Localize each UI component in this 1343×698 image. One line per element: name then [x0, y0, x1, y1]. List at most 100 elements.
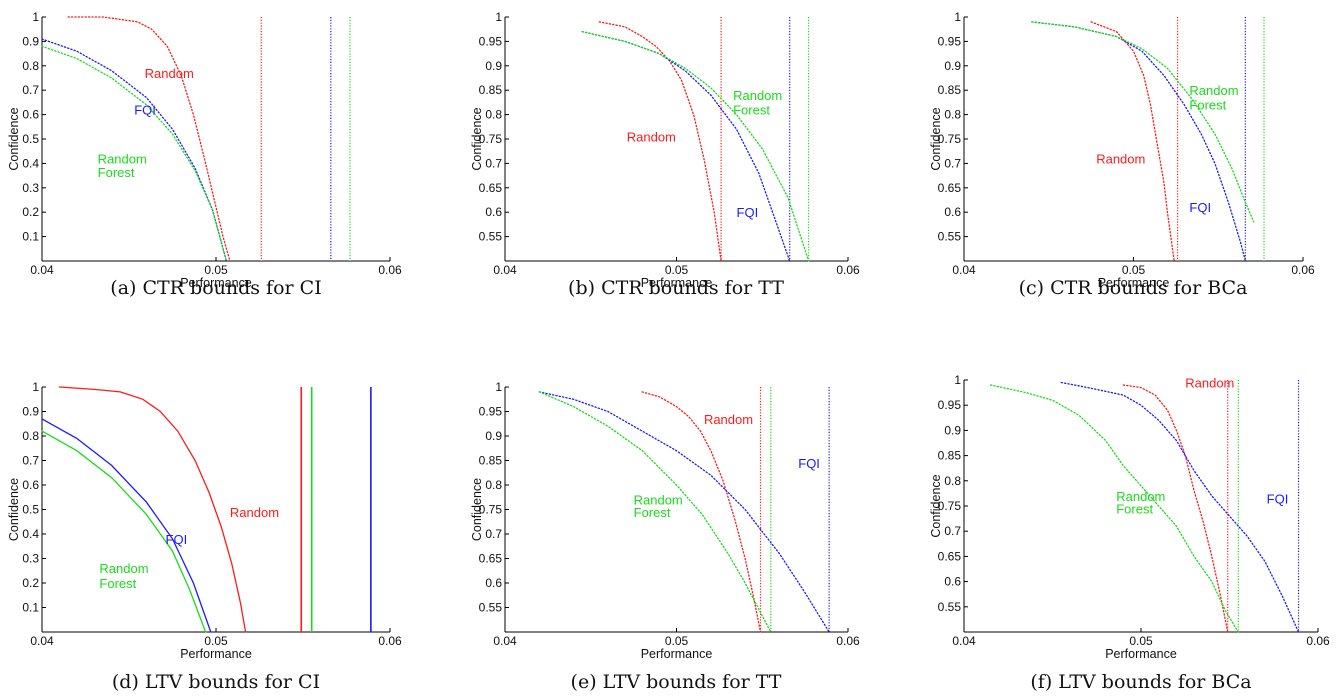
series-random-forest: [989, 384, 1239, 633]
y-tick-label: 1: [954, 373, 961, 387]
panel-caption: (d) LTV bounds for CI: [112, 671, 320, 693]
plot-area: 0.04 0.05 0.06 0.55 0.6 0.65 0.7 0.75 0.8 0.85 0.9…: [929, 10, 1315, 290]
y-tick-label: 0.5: [22, 503, 39, 517]
annotation-random: Random: [627, 129, 676, 144]
y-axis-label: Confidence: [929, 107, 943, 170]
y-axis-label: Confidence: [7, 478, 21, 541]
annotation-random-forest: Forest: [1116, 502, 1153, 517]
y-tick-label: 0.3: [22, 552, 39, 566]
y-tick-label: 0.75: [938, 499, 962, 513]
y-tick-label: 0.8: [485, 478, 502, 492]
panel-caption: (c) CTR bounds for BCa: [1019, 277, 1248, 299]
x-axis-label: Performance: [1105, 647, 1177, 661]
y-tick-label: 0.55: [938, 230, 962, 244]
y-tick-label: 0.65: [479, 552, 503, 566]
x-tick-label: 0.04: [493, 263, 517, 277]
series-random: [67, 16, 231, 262]
panel-caption: (b) CTR bounds for TT: [568, 277, 784, 299]
y-tick-label: 1: [32, 10, 39, 24]
x-tick-label: 0.06: [1306, 634, 1330, 648]
plot-area: 0.04 0.05 0.06 0.55 0.6 0.65 0.7 0.75 0.8 0.85 0.9…: [470, 380, 860, 661]
panel-ltv-ci: 0.04 0.05 0.06 0.1 0.2 0.3 0.4 0.5 0.6 0.7 0.8 0.9 1…: [7, 380, 402, 693]
x-tick-label: 0.04: [952, 263, 976, 277]
x-tick-label: 0.06: [1291, 263, 1315, 277]
y-tick-label: 0.5: [22, 132, 39, 146]
y-tick-label: 1: [495, 380, 502, 394]
series-random: [598, 21, 722, 262]
x-tick-label: 0.06: [836, 263, 860, 277]
y-tick-label: 0.7: [944, 156, 961, 170]
y-tick-label: 0.85: [938, 449, 962, 463]
series-fqi: [1031, 21, 1247, 262]
annotation-fqi: FQI: [798, 456, 820, 471]
annotation-random-forest: Forest: [1189, 98, 1226, 113]
annotation-random: Random: [704, 412, 753, 427]
series-fqi: [1060, 381, 1300, 633]
y-tick-label: 0.6: [944, 575, 961, 589]
y-tick-label: 0.9: [944, 423, 961, 437]
annotation-random: Random: [145, 66, 194, 81]
series-random-forest: [41, 45, 228, 262]
panel-caption: (f) LTV bounds for BCa: [1030, 671, 1251, 693]
x-tick-label: 0.04: [30, 263, 54, 277]
annotation-random-forest: Forest: [98, 165, 135, 180]
y-tick-label: 0.95: [479, 405, 503, 419]
y-tick-label: 0.8: [22, 429, 39, 443]
series-random-forest: [1031, 21, 1255, 223]
y-tick-label: 0.6: [485, 205, 502, 219]
annotation-random: Random: [1185, 376, 1234, 391]
annotation-random-forest: Forest: [733, 103, 770, 118]
y-tick-label: 0.7: [485, 156, 502, 170]
x-tick-label: 0.04: [30, 634, 54, 648]
y-tick-label: 0.7: [22, 454, 39, 468]
x-tick-label: 0.04: [493, 634, 517, 648]
y-tick-label: 0.1: [22, 601, 39, 615]
plot-area: 0.04 0.05 0.06 0.1 0.2 0.3 0.4 0.5 0.6 0.7 0.8 0.9 1…: [7, 10, 402, 290]
y-tick-label: 0.65: [938, 181, 962, 195]
y-tick-label: 0.55: [938, 600, 962, 614]
y-axis-label: Confidence: [470, 478, 484, 541]
y-tick-label: 0.8: [944, 474, 961, 488]
series-random: [1090, 21, 1175, 262]
y-tick-label: 0.9: [22, 405, 39, 419]
panel-ctr-tt: 0.04 0.05 0.06 0.55 0.6 0.65 0.7 0.75 0.8 0.85 0.9…: [470, 10, 860, 299]
annotation-random: Random: [230, 505, 279, 520]
x-axis-label: Performance: [1098, 276, 1170, 290]
plot-area: 0.04 0.05 0.06 0.55 0.6 0.65 0.7 0.75 0.8 0.85 0.9…: [470, 10, 860, 290]
annotation-random-forest: Random: [98, 151, 147, 166]
x-axis-label: Performance: [180, 647, 252, 661]
y-tick-label: 0.4: [22, 527, 39, 541]
x-axis-label: Performance: [641, 276, 713, 290]
plot-area: 0.04 0.05 0.06 0.1 0.2 0.3 0.4 0.5 0.6 0.7 0.8 0.9 1…: [7, 380, 402, 661]
x-tick-label: 0.06: [378, 263, 402, 277]
panel-ltv-bca: 0.04 0.05 0.06 0.55 0.6 0.65 0.7 0.75 0.8 0.85 0.9…: [929, 373, 1330, 693]
y-tick-label: 0.6: [22, 478, 39, 492]
x-tick-label: 0.05: [665, 634, 689, 648]
y-tick-label: 0.9: [22, 34, 39, 48]
annotation-fqi: FQI: [134, 103, 156, 118]
y-tick-label: 0.1: [22, 230, 39, 244]
y-tick-label: 0.3: [22, 181, 39, 195]
x-axis-label: Performance: [641, 647, 713, 661]
annotation-fqi: FQI: [166, 532, 188, 547]
x-tick-label: 0.06: [378, 634, 402, 648]
annotation-fqi: FQI: [1189, 200, 1211, 215]
y-tick-label: 0.6: [22, 108, 39, 122]
y-axis-label: Confidence: [7, 107, 21, 170]
y-tick-label: 0.9: [944, 59, 961, 73]
annotation-fqi: FQI: [1267, 491, 1289, 506]
x-tick-label: 0.04: [952, 634, 976, 648]
panel-ctr-ci: 0.04 0.05 0.06 0.1 0.2 0.3 0.4 0.5 0.6 0.7 0.8 0.9 1…: [7, 10, 402, 299]
annotation-random-forest: Forest: [99, 576, 136, 591]
annotation-random-forest: Random: [99, 561, 148, 576]
y-tick-label: 0.55: [479, 601, 503, 615]
y-tick-label: 0.9: [485, 429, 502, 443]
y-tick-label: 0.65: [938, 549, 962, 563]
annotation-random-forest: Random: [733, 88, 782, 103]
annotation-fqi: FQI: [737, 205, 759, 220]
y-tick-label: 0.55: [479, 230, 503, 244]
y-tick-label: 0.4: [22, 156, 39, 170]
series-random-forest: [581, 30, 810, 262]
annotation-random-forest: Forest: [634, 505, 671, 520]
